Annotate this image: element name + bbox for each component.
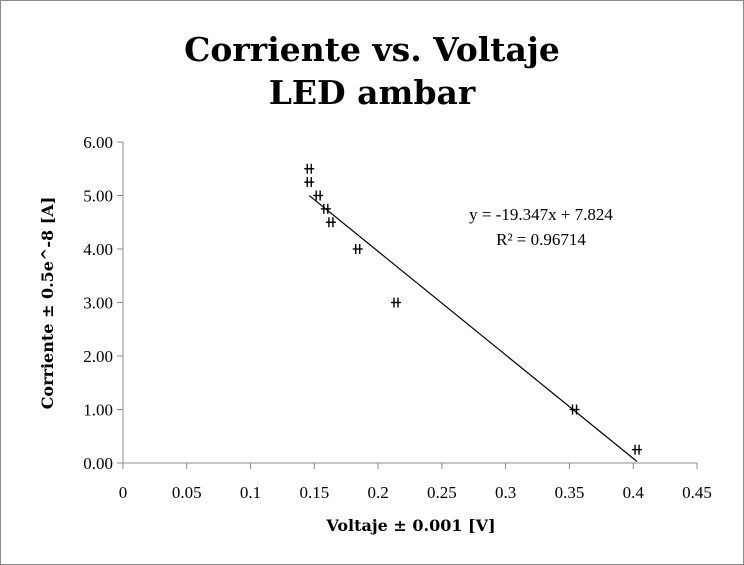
x-axis-title: Voltaje ± 0.001 [V]: [325, 516, 495, 535]
x-tick-label: 0.2: [367, 483, 388, 502]
y-axis-title: Corriente ± 0.5e^-8 [A]: [38, 197, 57, 410]
data-point: [304, 177, 315, 188]
trendline: [308, 195, 638, 463]
data-point: [569, 404, 580, 415]
x-tick-label: 0: [119, 483, 128, 502]
x-tick-label: 0.15: [299, 483, 329, 502]
trendline-r-squared: R² = 0.96714: [496, 230, 586, 249]
x-tick-label: 0.1: [240, 483, 261, 502]
x-tick-label: 0.35: [555, 483, 585, 502]
y-tick-label: 2.00: [83, 347, 113, 366]
trendline-equation: y = -19.347x + 7.824: [469, 205, 613, 224]
y-tick-label: 4.00: [83, 240, 113, 259]
y-tick-label: 5.00: [83, 187, 113, 206]
y-tick-label: 0.00: [83, 454, 113, 473]
chart-title-line-2: LED ambar: [269, 73, 476, 112]
y-tick-label: 1.00: [83, 401, 113, 420]
data-point: [325, 217, 336, 228]
trendline-layer: [308, 195, 638, 463]
chart-title-line-1: Corriente vs. Voltaje: [184, 30, 560, 69]
x-tick-label: 0.25: [427, 483, 457, 502]
data-point: [313, 190, 324, 201]
y-tick-label: 3.00: [83, 294, 113, 313]
data-point: [304, 163, 315, 174]
data-point: [352, 244, 363, 254]
y-tick-label: 6.00: [83, 133, 113, 152]
points-layer: [304, 163, 643, 455]
x-tick-label: 0.4: [623, 483, 645, 502]
x-tick-label: 0.45: [682, 483, 712, 502]
x-tick-label: 0.05: [172, 483, 202, 502]
x-tick-label: 0.3: [495, 483, 516, 502]
data-point: [632, 444, 643, 455]
data-point: [320, 203, 331, 214]
data-point: [390, 297, 401, 308]
axes-layer: 0.00 1.00 2.00 3.00 4.00 5.00 6.00 0 0.05 0.1 0.15…: [83, 133, 712, 502]
